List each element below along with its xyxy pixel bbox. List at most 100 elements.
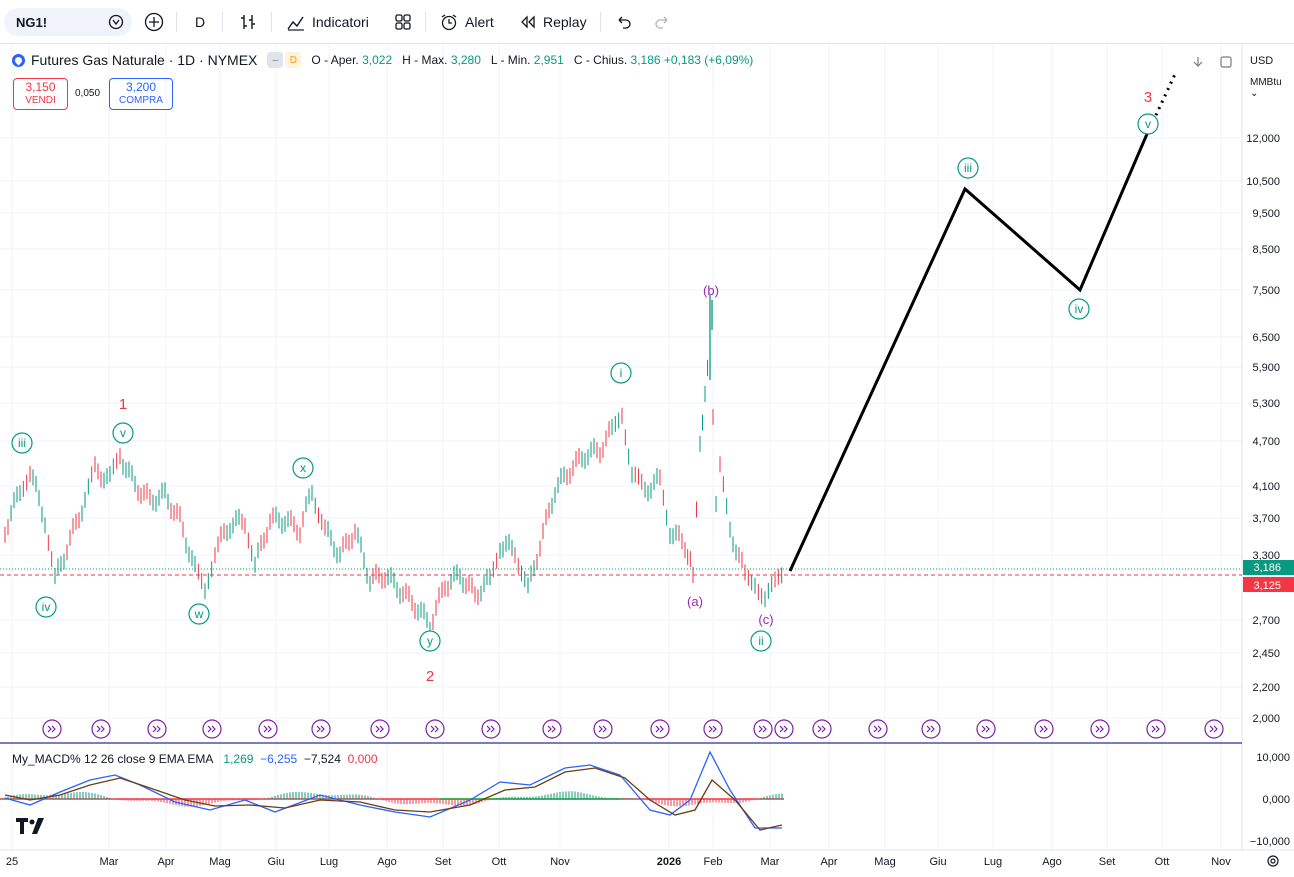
event-marker-icon [976,719,996,739]
event-marker-icon [1034,719,1054,739]
event-arrow-icon [779,725,788,733]
macd-value-3: −7,524 [303,752,341,766]
price-tick-label: 9,500 [1252,208,1280,220]
redo-icon[interactable] [653,13,671,31]
time-tick-label: Mar [761,856,780,868]
sell-price: 3,150 [25,80,56,94]
price-tick-label: 2,000 [1252,713,1280,725]
sell-button[interactable]: 3,150 VENDI [13,78,68,110]
indicators-icon [287,16,304,31]
price-tick-label: 8,500 [1252,244,1280,256]
macd-line [4,750,782,829]
wave-circle [957,157,979,179]
event-marker-icon [202,719,222,739]
undo-icon[interactable] [615,13,633,31]
add-symbol-icon[interactable] [144,12,164,32]
symbol-search[interactable]: NG1! [4,8,132,36]
event-arrow-icon [598,725,607,733]
event-arrow-icon [1151,725,1160,733]
time-tick-label: 2026 [657,856,681,868]
macd-title: My_MACD% 12 26 close 9 EMA EMA [12,752,214,766]
buy-button[interactable]: 3,200 COMPRA [109,78,173,110]
price-tick-label: 4,700 [1252,436,1280,448]
price-tick-label: 2,200 [1252,682,1280,694]
price-tick-label: 2,450 [1252,648,1280,660]
event-arrow-icon [316,725,325,733]
fullscreen-icon[interactable] [1218,54,1234,70]
event-marker-icon [1204,719,1224,739]
event-marker-icon [258,719,278,739]
wave-circle [1137,113,1159,135]
price-tick-label: 4,100 [1252,481,1280,493]
event-arrow-icon [708,725,717,733]
event-arrow-icon [486,725,495,733]
event-arrow-icon [430,725,439,733]
axis-settings: USD MMBtu ⌄ [1244,52,1294,102]
symbol-logo-icon [12,53,25,67]
event-arrow-icon [873,725,882,733]
interval-button[interactable]: D [195,10,205,34]
replay-button[interactable]: Replay [519,10,587,34]
event-markers [42,719,1224,739]
event-arrow-icon [1039,725,1048,733]
event-marker-icon [868,719,888,739]
event-arrow-icon [1095,725,1104,733]
symbol-label: NG1! [16,14,48,30]
replay-icon [521,15,535,29]
macd-value-2: −6,255 [260,752,298,766]
download-icon[interactable] [1190,54,1206,70]
layouts-icon[interactable] [393,12,413,32]
interval-label: D [195,14,206,30]
alert-label: Alert [465,14,494,30]
wave-circle [112,422,134,444]
time-tick-label: Mag [209,856,230,868]
event-marker-icon [812,719,832,739]
indicators-button[interactable]: Indicatori [286,10,369,34]
wave-minor-label: y [427,634,433,648]
macd-tick-label: −10,000 [1250,836,1290,848]
chart-grid [0,44,1242,850]
wave-corrective-label: (c) [758,612,773,627]
indicators-label: Indicatori [312,14,369,30]
price-tick-label: 3,700 [1252,513,1280,525]
time-tick-label: Lug [320,856,338,868]
currency-select[interactable]: USD [1250,55,1274,67]
projection-path [788,133,1149,572]
last-price-label: 3,186 [1253,562,1281,574]
event-arrow-icon [817,725,826,733]
macd-value-4: 0,000 [347,752,378,766]
wave-circle [1068,298,1090,320]
compare-icon[interactable] [108,14,124,30]
buy-price: 3,200 [125,80,157,94]
event-marker-icon [370,719,390,739]
event-marker-icon [753,719,773,739]
event-marker-icon [481,719,501,739]
time-tick-label: Mar [100,856,119,868]
time-tick-label: Apr [157,856,174,868]
alert-button[interactable]: Alert [439,10,494,34]
wave-circle [11,432,33,454]
time-tick-label: Mag [874,856,895,868]
event-marker-icon [703,719,723,739]
time-tick-label: Ott [1155,856,1170,868]
event-marker-icon [91,719,111,739]
wave-minor-label: iv [42,600,51,614]
wave-minor-label: i [620,366,623,380]
time-tick-label: Apr [820,856,837,868]
unit-select[interactable]: MMBtu ⌄ [1250,77,1282,99]
event-arrow-icon [758,725,767,733]
wave-corrective-label: (b) [703,283,719,298]
sell-label: VENDI [25,95,56,106]
time-tick-label: Ott [492,856,507,868]
price-tick-label: 7,500 [1252,285,1280,297]
last-price-badge [1243,560,1294,575]
event-marker-icon [921,719,941,739]
wave-minor-label: ii [758,634,763,648]
spread-value: 0,050 [75,88,101,99]
bar-style-icon[interactable] [238,12,258,32]
axis-settings-icon[interactable] [1265,853,1281,869]
candles [4,295,783,639]
event-marker-icon [774,719,794,739]
